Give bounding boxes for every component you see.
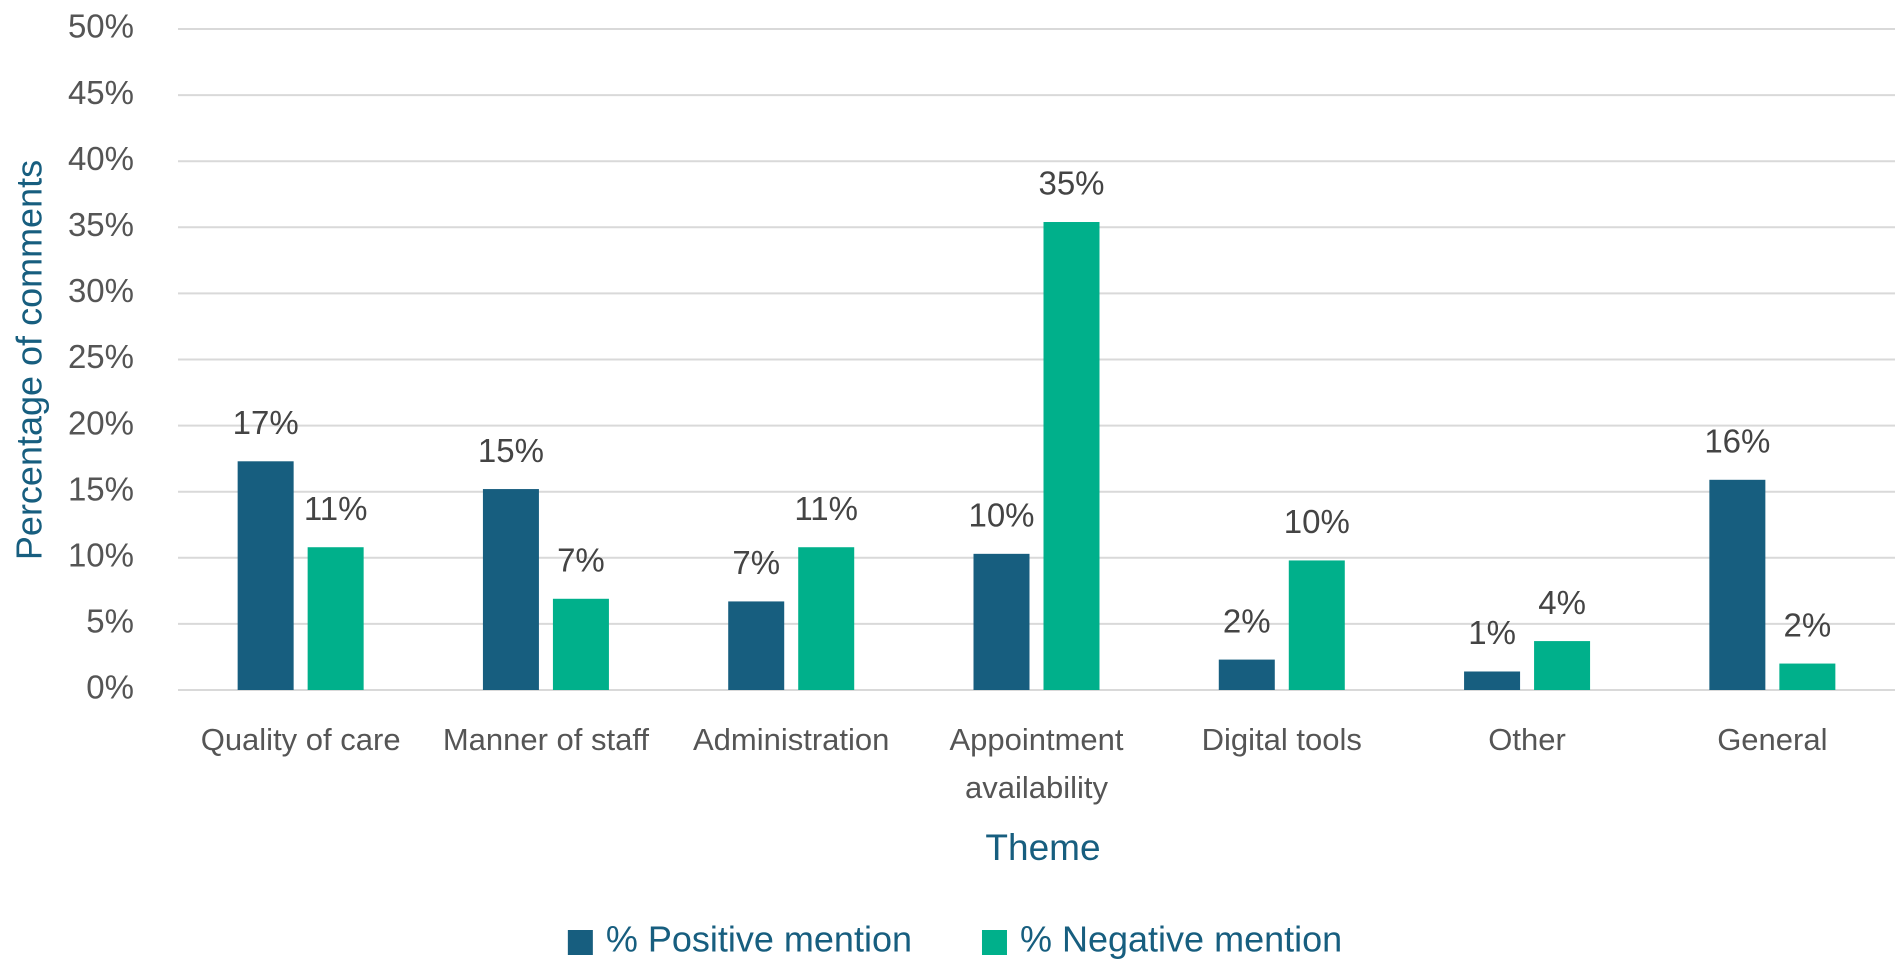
data-label: 10% (968, 497, 1034, 534)
bar (1043, 222, 1100, 690)
bar (1464, 671, 1521, 690)
legend-label: % Positive mention (606, 919, 912, 960)
bar (728, 601, 785, 690)
x-tick-label: Administration (692, 722, 890, 757)
data-label: 7% (557, 542, 605, 579)
x-axis-title: Theme (985, 827, 1100, 868)
x-tick-label: Digital tools (1201, 722, 1362, 757)
data-label: 17% (233, 404, 299, 441)
bar (307, 547, 364, 690)
data-label: 11% (304, 490, 368, 527)
bar (798, 547, 855, 690)
bar (1218, 659, 1275, 690)
y-tick-label: 45% (68, 74, 134, 111)
data-label: 10% (1284, 503, 1350, 540)
x-tick-label: Appointment availability (949, 722, 1124, 805)
y-tick-label: 0% (86, 669, 134, 706)
legend-swatch (567, 930, 593, 955)
x-tick-label: General (1717, 722, 1828, 757)
bar (482, 489, 539, 690)
data-label: 2% (1784, 606, 1832, 643)
bar (1288, 560, 1345, 690)
y-tick-label: 50% (68, 8, 134, 45)
data-label: 2% (1223, 602, 1271, 639)
bar (237, 461, 294, 690)
data-label: 15% (478, 432, 544, 469)
y-tick-label: 10% (68, 537, 134, 574)
bar (552, 598, 609, 690)
y-tick-label: 25% (68, 338, 134, 375)
bar (1534, 641, 1591, 690)
y-tick-label: 30% (68, 272, 134, 309)
data-label: 16% (1704, 423, 1770, 460)
y-tick-label: 15% (68, 470, 134, 507)
bar (1779, 663, 1836, 690)
data-label: 11% (794, 490, 858, 527)
legend-label: % Negative mention (1020, 919, 1342, 960)
bar (973, 553, 1030, 690)
x-tick-label: Manner of staff (442, 722, 650, 757)
y-axis-title: Percentage of comments (9, 160, 50, 560)
data-label: 35% (1038, 165, 1104, 202)
y-tick-label: 5% (86, 603, 134, 640)
y-tick-label: 40% (68, 140, 134, 177)
data-label: 7% (732, 544, 780, 581)
y-tick-label: 35% (68, 206, 134, 243)
data-label: 1% (1468, 614, 1516, 651)
x-tick-label: Other (1488, 722, 1566, 757)
x-tick-label: Quality of care (200, 722, 401, 757)
legend-swatch (981, 930, 1007, 955)
bar (1709, 479, 1766, 690)
y-tick-label: 20% (68, 404, 134, 441)
data-label: 4% (1538, 584, 1586, 621)
